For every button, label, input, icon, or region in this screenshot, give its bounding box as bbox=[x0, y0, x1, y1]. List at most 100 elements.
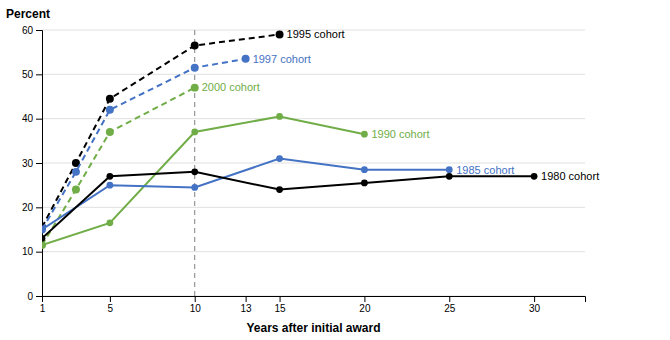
point-marker bbox=[106, 106, 114, 114]
y-tick-label: 30 bbox=[22, 158, 34, 169]
x-tick: 20 bbox=[359, 296, 371, 314]
y-tick-mark bbox=[36, 252, 42, 253]
x-tick: 5 bbox=[108, 296, 114, 314]
y-tick-mark bbox=[36, 207, 42, 208]
point-marker bbox=[191, 184, 198, 191]
y-tick-label: 60 bbox=[22, 25, 34, 36]
plot-area: 151013152025300102030405060Years after i… bbox=[6, 7, 599, 335]
y-tick-label: 10 bbox=[22, 246, 34, 257]
point-marker bbox=[72, 186, 80, 194]
series-label: 1997 cohort bbox=[253, 53, 311, 65]
series-label: 1990 cohort bbox=[371, 128, 429, 140]
y-tick-label: 20 bbox=[22, 202, 34, 213]
y-grid-line bbox=[42, 251, 585, 252]
y-tick-label: 40 bbox=[22, 113, 34, 124]
point-marker bbox=[191, 168, 198, 175]
point-marker bbox=[42, 241, 46, 249]
y-tick-label: 0 bbox=[27, 291, 33, 302]
point-marker bbox=[446, 166, 453, 173]
point-marker bbox=[106, 128, 114, 136]
point-marker bbox=[72, 168, 80, 176]
grid bbox=[42, 30, 585, 296]
x-tick-mark bbox=[246, 296, 247, 302]
series-line bbox=[42, 88, 195, 245]
point-marker bbox=[361, 166, 368, 173]
x-tick-label: 15 bbox=[275, 303, 287, 314]
point-marker bbox=[42, 226, 45, 233]
x-tick-mark bbox=[449, 296, 450, 302]
point-marker bbox=[191, 84, 199, 92]
point-marker bbox=[106, 219, 113, 226]
series-labels: 1995 cohort1997 cohort2000 cohort1990 co… bbox=[202, 28, 599, 182]
x-tick: 25 bbox=[444, 296, 456, 314]
series-label: 2000 cohort bbox=[202, 81, 260, 93]
y-tick: 50 bbox=[22, 69, 42, 80]
chart: 151013152025300102030405060Years after i… bbox=[0, 0, 670, 340]
y-tick: 30 bbox=[22, 158, 42, 169]
series bbox=[42, 155, 453, 233]
x-tick-mark bbox=[364, 296, 365, 302]
point-marker bbox=[276, 113, 283, 120]
x-axis: 15101315202530 bbox=[40, 296, 586, 314]
point-marker bbox=[276, 30, 284, 38]
point-marker bbox=[42, 242, 45, 249]
x-tick: 13 bbox=[241, 296, 253, 314]
x-tick: 10 bbox=[190, 296, 202, 314]
point-marker bbox=[531, 173, 538, 180]
series-line bbox=[42, 159, 449, 230]
series bbox=[42, 113, 368, 248]
y-tick: 0 bbox=[27, 291, 42, 302]
y-axis-title: Percent bbox=[6, 7, 50, 21]
x-tick-label: 30 bbox=[529, 303, 541, 314]
y-grid-line bbox=[42, 118, 585, 119]
point-marker bbox=[106, 173, 113, 180]
y-tick: 40 bbox=[22, 113, 42, 124]
y-tick: 60 bbox=[22, 25, 42, 36]
data-layer bbox=[42, 30, 537, 296]
x-tick-label: 13 bbox=[241, 303, 253, 314]
y-tick-label: 50 bbox=[22, 69, 34, 80]
point-marker bbox=[191, 42, 199, 50]
x-tick: 15 bbox=[275, 296, 287, 314]
point-marker bbox=[106, 182, 113, 189]
series-label: 1980 cohort bbox=[541, 170, 599, 182]
point-marker bbox=[42, 235, 45, 242]
x-tick-label: 20 bbox=[359, 303, 371, 314]
point-marker bbox=[242, 55, 250, 63]
point-marker bbox=[276, 186, 283, 193]
point-marker bbox=[276, 155, 283, 162]
point-marker bbox=[361, 180, 368, 187]
series-line bbox=[42, 172, 534, 239]
x-tick-label: 1 bbox=[40, 303, 46, 314]
y-tick-mark bbox=[36, 296, 42, 297]
series bbox=[42, 168, 537, 241]
point-marker bbox=[446, 173, 453, 180]
x-tick: 1 bbox=[40, 296, 46, 314]
y-axis: 0 10 20 30 40 50 60 bbox=[22, 25, 43, 302]
series-label: 1985 cohort bbox=[456, 164, 514, 176]
y-tick-mark bbox=[36, 163, 42, 164]
x-tick-mark bbox=[110, 296, 111, 302]
y-tick-mark bbox=[36, 74, 42, 75]
y-grid-line bbox=[42, 74, 585, 75]
x-tick-label: 10 bbox=[190, 303, 202, 314]
y-tick: 20 bbox=[22, 202, 42, 213]
x-tick-mark bbox=[195, 296, 196, 302]
y-tick: 10 bbox=[22, 246, 42, 257]
x-tick-mark bbox=[534, 296, 535, 302]
x-tick-mark bbox=[280, 296, 281, 302]
series-line bbox=[42, 116, 364, 245]
y-tick-mark bbox=[36, 30, 42, 31]
x-axis-line bbox=[43, 297, 586, 303]
y-tick-mark bbox=[36, 119, 42, 120]
series bbox=[42, 84, 199, 249]
x-tick-label: 5 bbox=[108, 303, 114, 314]
point-marker bbox=[191, 129, 198, 136]
series bbox=[42, 30, 284, 231]
x-tick: 30 bbox=[529, 296, 541, 314]
point-marker bbox=[191, 64, 199, 72]
x-tick-label: 25 bbox=[444, 303, 456, 314]
y-axis-line bbox=[36, 31, 43, 297]
series-line bbox=[42, 34, 280, 227]
point-marker bbox=[361, 131, 368, 138]
